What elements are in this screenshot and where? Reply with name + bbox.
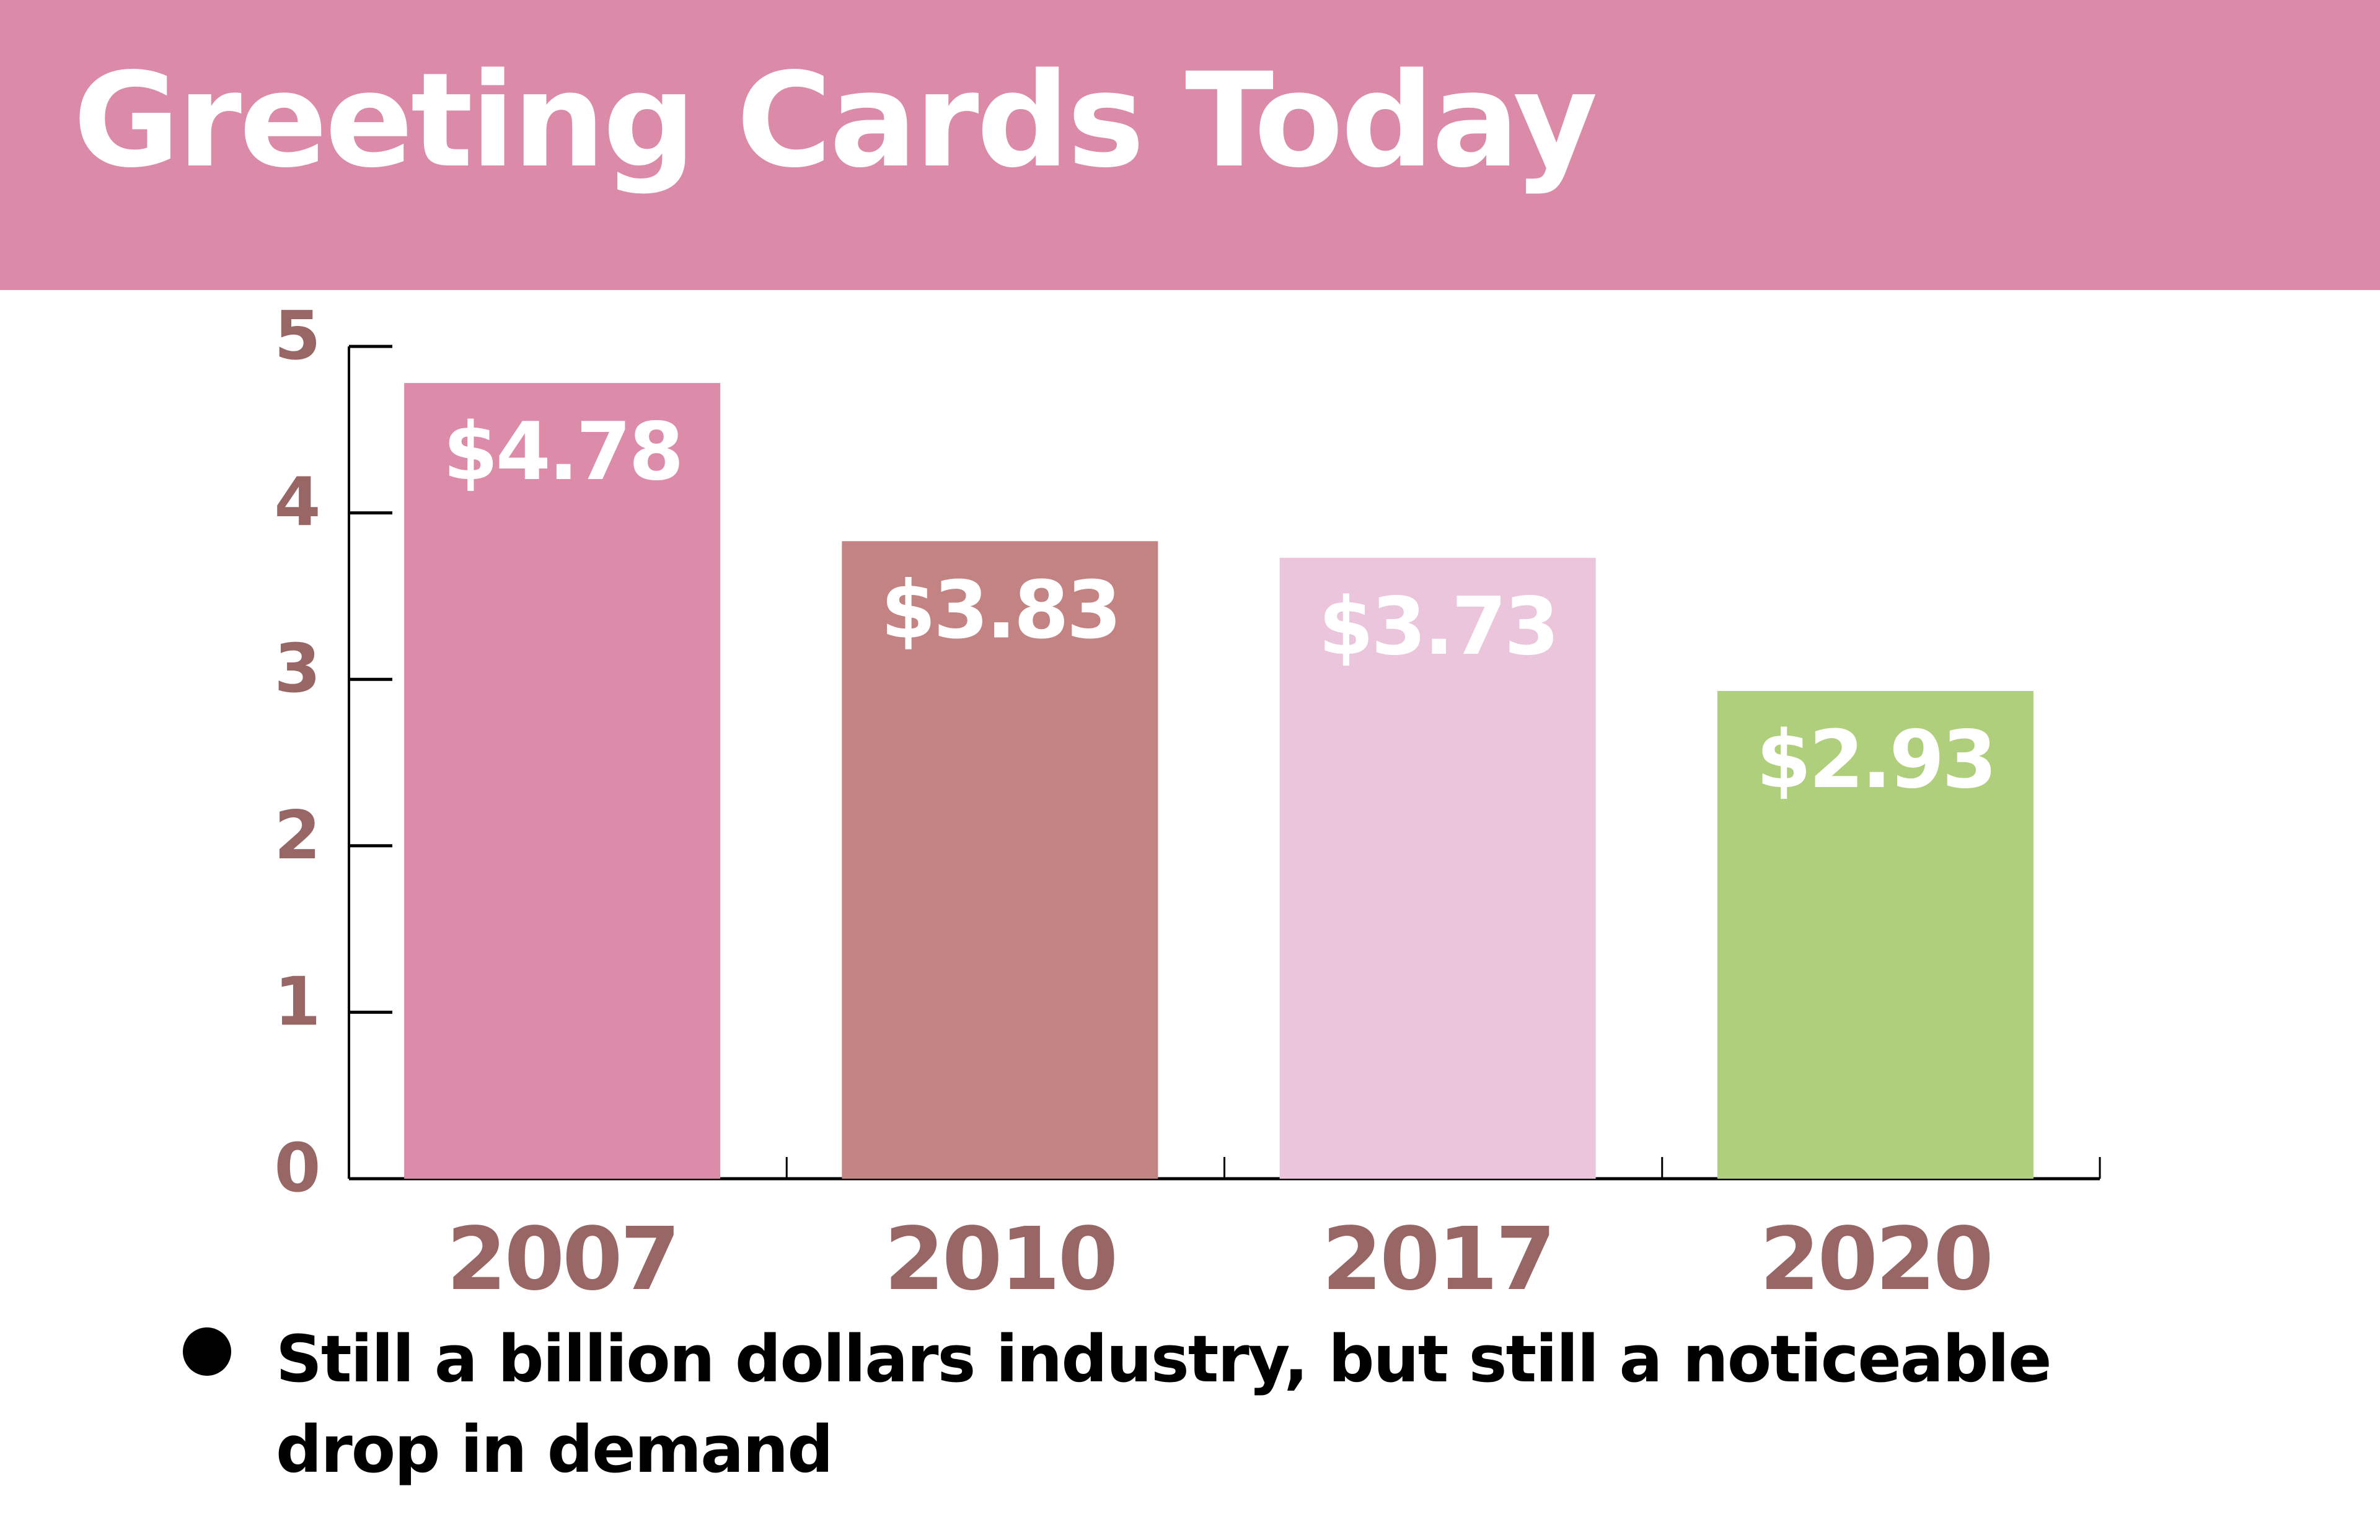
data-label: $2.93	[1756, 714, 1994, 806]
bar-2020	[1717, 691, 2034, 1179]
y-tick-label: 3	[274, 630, 320, 708]
bar-2010	[842, 541, 1158, 1179]
x-tick-label: 2007	[446, 1209, 678, 1306]
y-tick-label: 0	[274, 1130, 320, 1207]
y-tick-label: 5	[274, 297, 320, 375]
bar-chart: 0 1 2 3 4 5 $4.78 2007 $3.83 2010 $3.73 2017 $2.93 20…	[274, 297, 2101, 1306]
title-banner: Greeting Cards Today	[0, 0, 2380, 290]
bullet-text: Still a billion dollars industry, but st…	[276, 1321, 2052, 1487]
x-tick-label: 2020	[1760, 1209, 1991, 1306]
data-label: $3.83	[881, 564, 1119, 656]
data-label: $3.73	[1318, 581, 1557, 673]
bar-2017	[1279, 558, 1596, 1179]
data-label: $4.78	[443, 406, 682, 498]
bar-2007	[404, 383, 721, 1179]
y-tick-label: 1	[274, 963, 320, 1041]
x-tick-label: 2017	[1322, 1209, 1554, 1306]
chart-bars	[404, 383, 2034, 1179]
y-tick-label: 2	[274, 797, 320, 874]
x-tick-label: 2010	[884, 1209, 1116, 1306]
page-title: Greeting Cards Today	[73, 45, 1598, 196]
chart-labels: 0 1 2 3 4 5 $4.78 2007 $3.83 2010 $3.73 2017 $2.93 20…	[274, 297, 1997, 1306]
y-tick-label: 4	[274, 464, 320, 542]
bullet-icon	[183, 1327, 231, 1376]
